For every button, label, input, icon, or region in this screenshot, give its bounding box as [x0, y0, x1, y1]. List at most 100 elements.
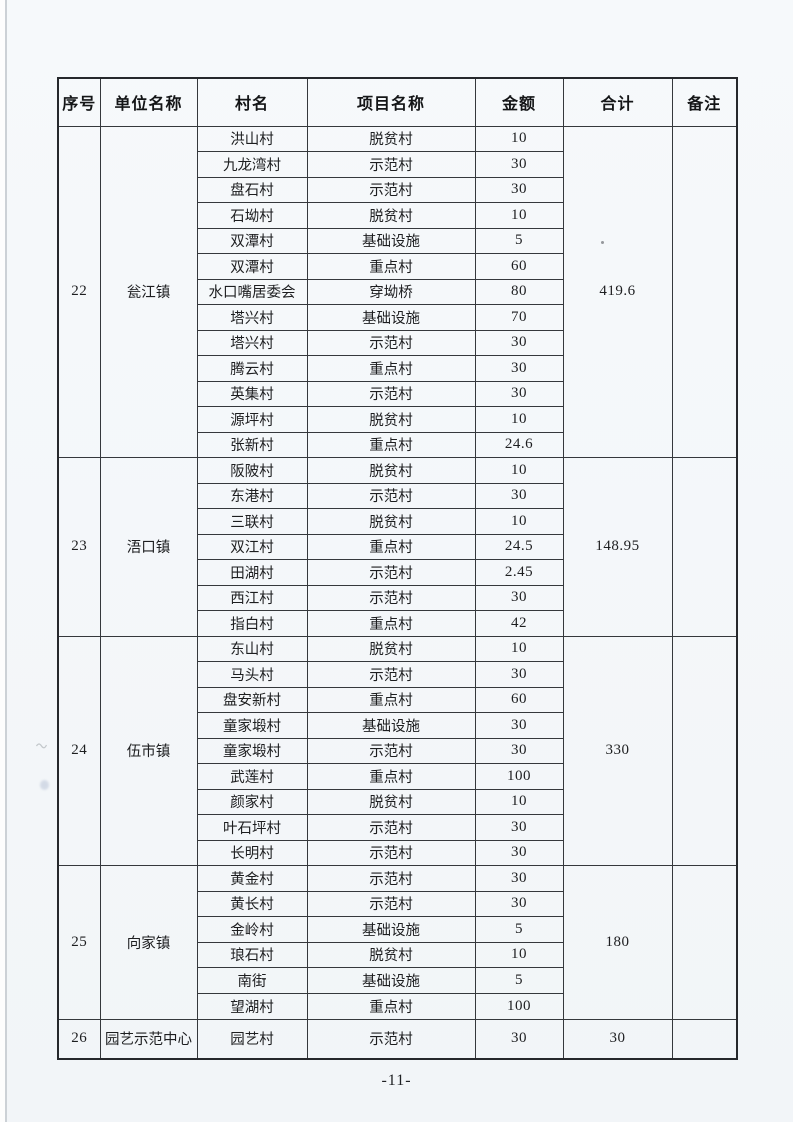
amount-cell: 30 [474, 890, 564, 917]
amount-cell: 5 [474, 227, 564, 254]
amount-cell: 10 [474, 202, 564, 229]
total-cell: 30 [562, 1018, 673, 1060]
project-name-cell: 示范村 [306, 151, 476, 178]
project-name-cell: 脱贫村 [306, 457, 476, 484]
amount-cell: 10 [474, 788, 564, 815]
remark-cell [671, 865, 738, 1020]
village-name-cell: 阪陂村 [196, 457, 308, 484]
project-name-cell: 脱贫村 [306, 788, 476, 815]
project-name-cell: 穿坳桥 [306, 278, 476, 305]
village-name-cell: 盘安新村 [196, 686, 308, 713]
column-header-5: 金额 [474, 77, 564, 127]
table-row: 长明村 示范村 30 [58, 839, 737, 866]
village-name-cell: 腾云村 [196, 355, 308, 382]
table-row: 盘安新村 重点村 60 [58, 686, 737, 713]
table-row: 望湖村 重点村 100 [58, 992, 737, 1020]
project-name-cell: 脱贫村 [306, 508, 476, 535]
total-cell: 330 [562, 635, 673, 866]
project-name-cell: 基础设施 [306, 967, 476, 994]
village-name-cell: 东山村 [196, 635, 308, 662]
village-name-cell: 塔兴村 [196, 304, 308, 331]
village-name-cell: 琅石村 [196, 941, 308, 968]
table-row: 23 浯口镇 阪陂村 脱贫村 10 148.95 [57, 457, 738, 637]
table-row: 26 园艺示范中心 园艺村 示范村 30 30 [57, 1018, 738, 1060]
unit-name-cell: 浯口镇 [99, 457, 198, 637]
project-name-cell: 重点村 [306, 253, 476, 280]
amount-cell: 30 [474, 329, 564, 356]
column-header-3: 村名 [196, 77, 308, 127]
table-row: 黄长村 示范村 30 [58, 890, 737, 917]
scan-mark [40, 780, 49, 790]
amount-cell: 100 [474, 992, 564, 1020]
village-name-cell: 童家塅村 [196, 737, 308, 764]
column-header-7: 备注 [671, 77, 738, 127]
amount-cell: 10 [474, 406, 564, 433]
amount-cell: 60 [474, 253, 564, 280]
table-row: 指白村 重点村 42 [58, 610, 737, 637]
scan-mark [36, 743, 47, 749]
table-row: 颜家村 脱贫村 10 [58, 788, 737, 815]
project-name-cell: 基础设施 [306, 916, 476, 943]
village-name-cell: 长明村 [196, 839, 308, 866]
amount-cell: 10 [474, 457, 564, 484]
amount-cell: 70 [474, 304, 564, 331]
project-name-cell: 基础设施 [306, 304, 476, 331]
amount-cell: 30 [474, 839, 564, 866]
village-name-cell: 金岭村 [196, 916, 308, 943]
village-name-cell: 洪山村 [196, 125, 308, 152]
table-row: 石坳村 脱贫村 10 [58, 202, 737, 229]
amount-cell: 30 [474, 584, 564, 611]
village-name-cell: 园艺村 [196, 1018, 308, 1060]
amount-cell: 10 [474, 941, 564, 968]
page-number: -11- [381, 1072, 412, 1089]
project-name-cell: 示范村 [306, 329, 476, 356]
village-name-cell: 田湖村 [196, 559, 308, 586]
amount-cell: 30 [474, 380, 564, 407]
village-name-cell: 望湖村 [196, 992, 308, 1020]
amount-cell: 24.5 [474, 533, 564, 560]
serial-cell: 23 [57, 457, 101, 637]
village-name-cell: 颜家村 [196, 788, 308, 815]
village-name-cell: 英集村 [196, 380, 308, 407]
amount-cell: 24.6 [474, 431, 564, 458]
remark-cell [671, 635, 738, 866]
project-name-cell: 重点村 [306, 686, 476, 713]
amount-cell: 30 [474, 176, 564, 203]
unit-name-cell: 园艺示范中心 [99, 1018, 198, 1060]
scan-mark [601, 241, 604, 244]
project-name-cell: 重点村 [306, 763, 476, 790]
village-name-cell: 西江村 [196, 584, 308, 611]
amount-cell: 2.45 [474, 559, 564, 586]
amount-cell: 30 [474, 661, 564, 688]
project-name-cell: 示范村 [306, 737, 476, 764]
village-name-cell: 指白村 [196, 610, 308, 637]
column-header-4: 项目名称 [306, 77, 476, 127]
project-name-cell: 示范村 [306, 176, 476, 203]
project-name-cell: 脱贫村 [306, 406, 476, 433]
project-name-cell: 脱贫村 [306, 941, 476, 968]
amount-cell: 30 [474, 355, 564, 382]
village-name-cell: 石坳村 [196, 202, 308, 229]
table-row: 九龙湾村 示范村 30 [58, 151, 737, 178]
table-header-row: 序号 单位名称 村名 项目名称 金额 合计 备注 [57, 77, 738, 127]
village-name-cell: 黄长村 [196, 890, 308, 917]
project-name-cell: 示范村 [306, 839, 476, 866]
village-name-cell: 三联村 [196, 508, 308, 535]
project-name-cell: 示范村 [306, 559, 476, 586]
table-row: 24 伍市镇 东山村 脱贫村 10 330 [57, 635, 738, 866]
column-header-6: 合计 [562, 77, 673, 127]
project-name-cell: 重点村 [306, 992, 476, 1020]
village-name-cell: 水口嘴居委会 [196, 278, 308, 305]
project-name-cell: 重点村 [306, 431, 476, 458]
project-name-cell: 示范村 [306, 865, 476, 892]
table-row: 水口嘴居委会 穿坳桥 80 [58, 278, 737, 305]
total-cell: 180 [562, 865, 673, 1020]
remark-cell [671, 125, 738, 458]
remark-cell [671, 1018, 738, 1060]
amount-cell: 30 [474, 814, 564, 841]
village-name-cell: 源坪村 [196, 406, 308, 433]
amount-cell: 30 [474, 482, 564, 509]
project-name-cell: 示范村 [306, 380, 476, 407]
village-name-cell: 东港村 [196, 482, 308, 509]
village-name-cell: 黄金村 [196, 865, 308, 892]
